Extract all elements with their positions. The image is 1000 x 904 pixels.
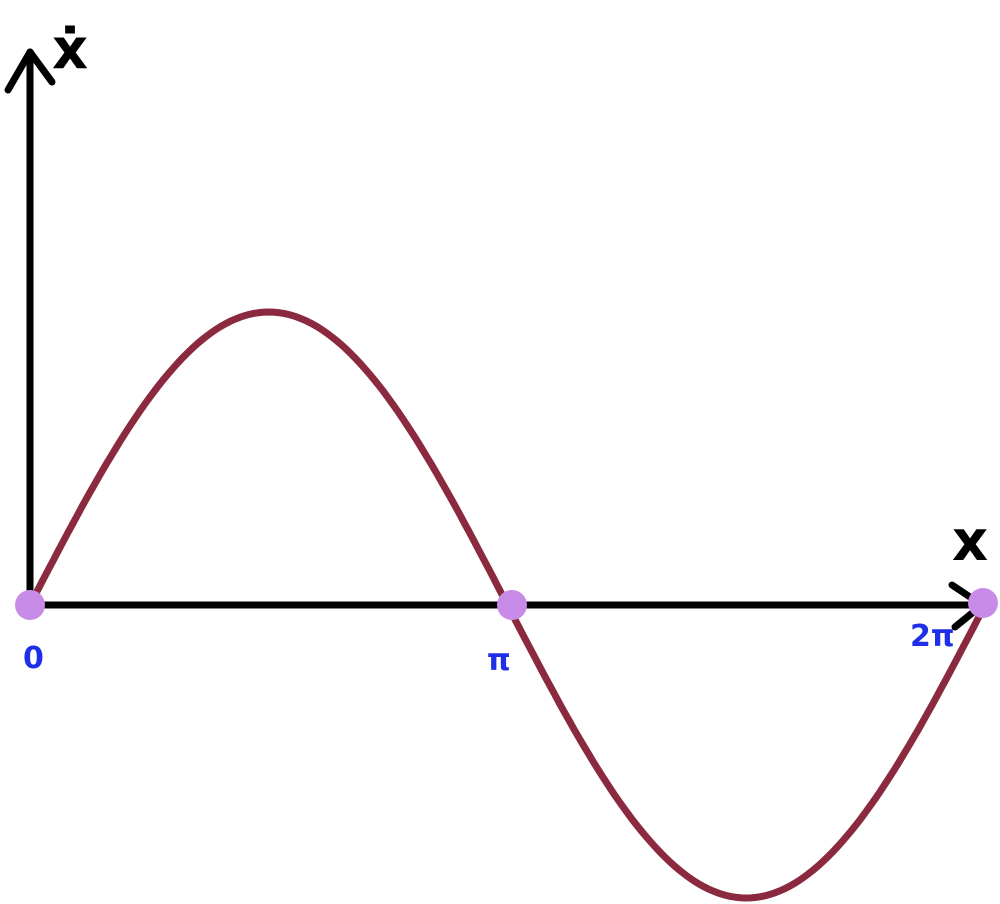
point-label: π: [487, 643, 511, 678]
point-label: 0: [23, 641, 44, 676]
x-axis-label: x: [952, 509, 988, 574]
point-label: 2π: [910, 619, 955, 654]
fixed-point: [15, 590, 45, 620]
y-axis-label: ẋ: [52, 17, 88, 82]
fixed-points: [15, 588, 998, 620]
fixed-point: [968, 588, 998, 618]
axes: [4, 48, 986, 631]
y-axis-arrow: [4, 48, 56, 94]
fixed-point: [497, 590, 527, 620]
